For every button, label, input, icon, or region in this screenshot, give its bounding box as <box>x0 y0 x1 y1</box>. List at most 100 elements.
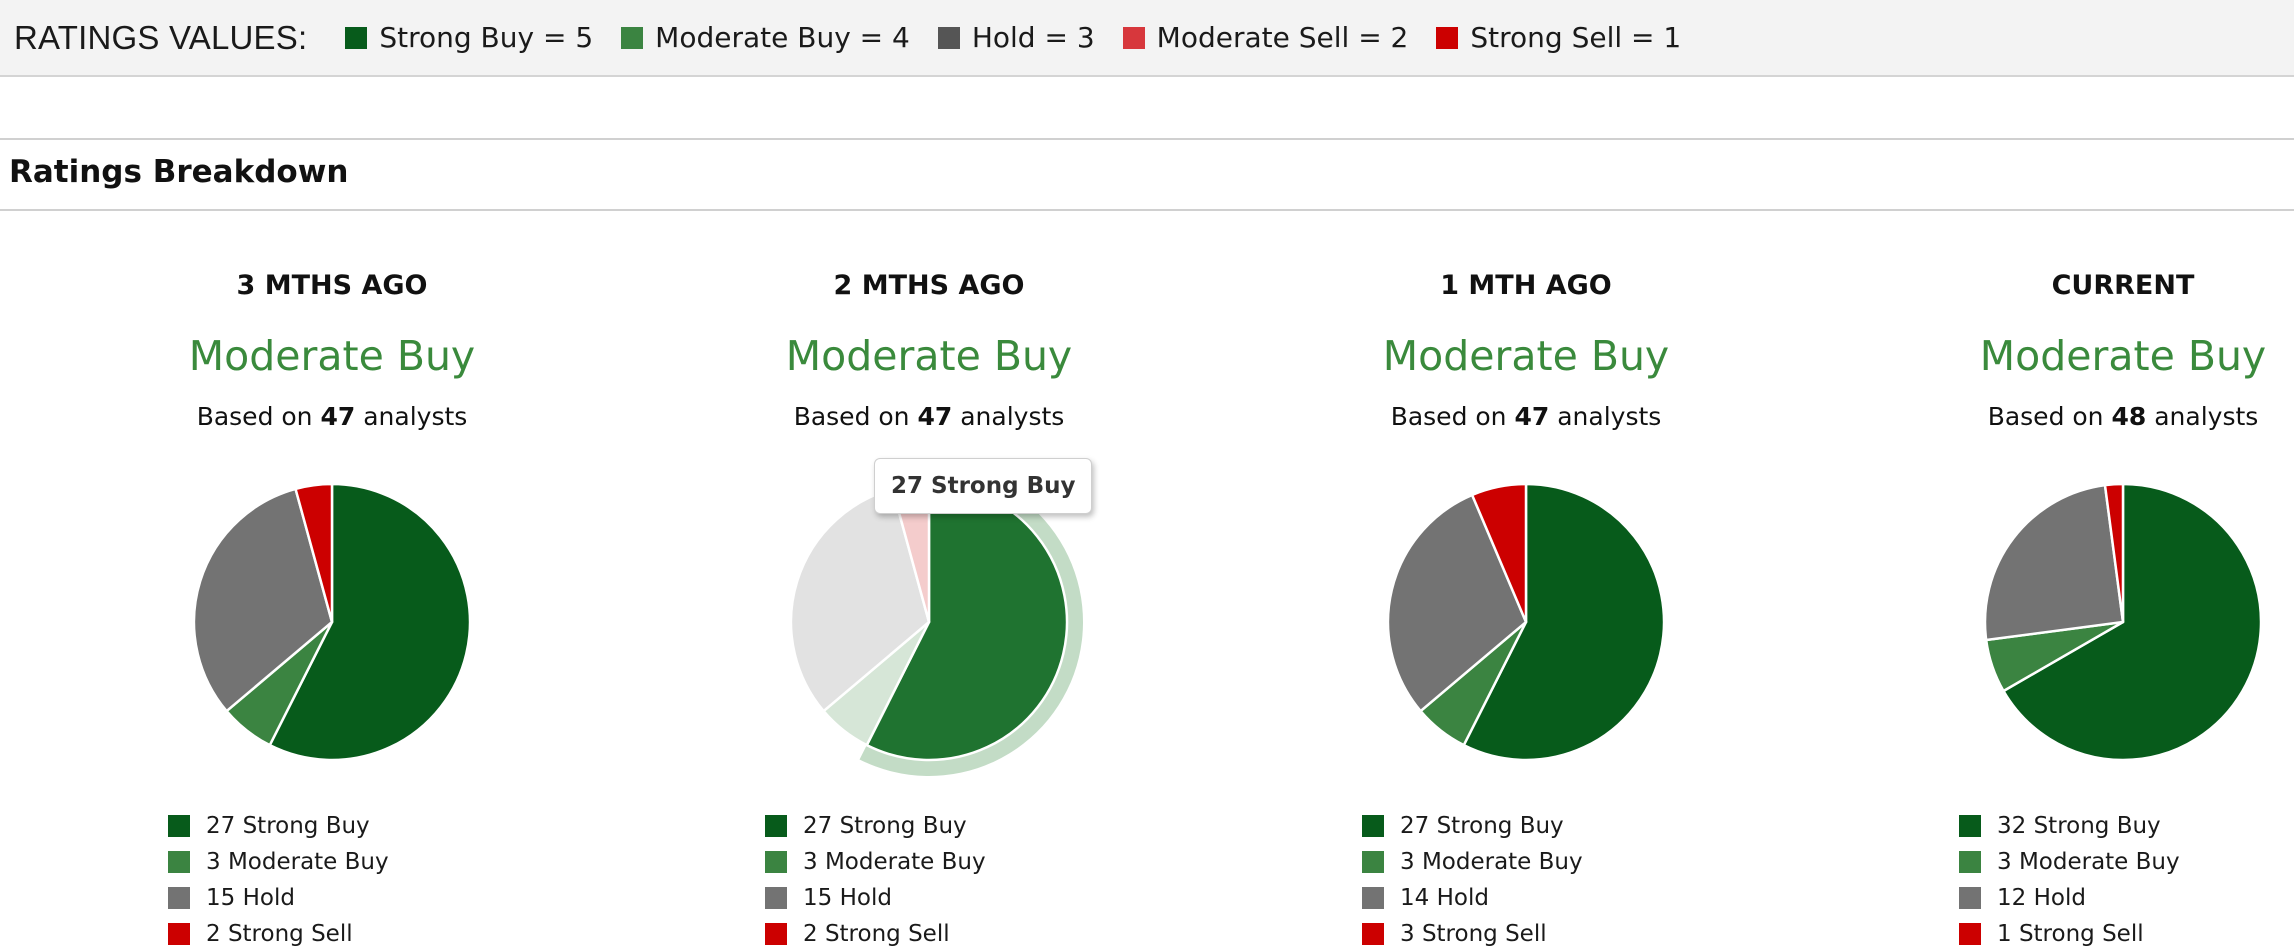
pie-chart <box>1386 482 1666 762</box>
legend-item-strong-buy[interactable]: 27 Strong Buy <box>168 808 592 844</box>
legend-label: 27 Strong Buy <box>1400 813 1564 839</box>
key-strong-sell: Strong Sell = 1 <box>1436 21 1681 54</box>
legend-item-strong-sell[interactable]: 1 Strong Sell <box>1959 916 2294 952</box>
pie-chart <box>192 482 472 762</box>
legend-item-hold[interactable]: 14 Hold <box>1362 880 1786 916</box>
pie-slice-hold[interactable] <box>789 487 931 713</box>
pie-legend: 27 Strong Buy 3 Moderate Buy 14 Hold 3 S… <box>1362 808 1786 952</box>
key-swatch <box>621 26 644 49</box>
pie-container <box>1266 462 1786 782</box>
legend-label: 3 Moderate Buy <box>1400 849 1583 875</box>
pie-chart <box>1983 482 2263 762</box>
legend-label: 12 Hold <box>1997 885 2086 911</box>
analyst-count: 47 <box>1514 402 1550 431</box>
pie-slice-hold[interactable] <box>192 487 334 713</box>
panel-1-month-ago: 1 MTH AGO Moderate Buy Based on 47 analy… <box>1266 270 1786 952</box>
panel-3-months-ago: 3 MTHS AGO Moderate Buy Based on 47 anal… <box>72 270 592 952</box>
legend-label: 2 Strong Sell <box>803 921 950 947</box>
based-suffix: analysts <box>1557 402 1662 431</box>
based-prefix: Based on <box>1987 402 2104 431</box>
legend-swatch <box>168 923 190 945</box>
panel-title: CURRENT <box>2051 270 2195 301</box>
pie-slice-strong-sell[interactable] <box>1470 482 1528 624</box>
key-hold: Hold = 3 <box>937 21 1095 54</box>
section-title: Ratings Breakdown <box>9 154 349 190</box>
legend-label: 27 Strong Buy <box>803 813 967 839</box>
key-label: Strong Sell = 1 <box>1470 21 1682 54</box>
based-prefix: Based on <box>196 402 313 431</box>
legend-swatch <box>765 851 787 873</box>
key-label: Moderate Sell = 2 <box>1156 21 1409 54</box>
ratings-values-title: RATINGS VALUES: <box>14 18 308 56</box>
legend-swatch <box>1959 887 1981 909</box>
legend-label: 27 Strong Buy <box>206 813 370 839</box>
legend-item-hold[interactable]: 12 Hold <box>1959 880 2294 916</box>
legend-item-strong-buy[interactable]: 32 Strong Buy <box>1959 808 2294 844</box>
panel-current: CURRENT Moderate Buy Based on 48 analyst… <box>1863 270 2294 952</box>
pie-slice-hold[interactable] <box>1983 483 2125 642</box>
legend-item-hold[interactable]: 15 Hold <box>765 880 1189 916</box>
legend-swatch <box>1959 923 1981 945</box>
pie-container <box>1863 462 2294 782</box>
pie-slice-hold[interactable] <box>1386 493 1528 713</box>
legend-swatch <box>765 887 787 909</box>
key-strong-buy: Strong Buy = 5 <box>345 21 593 54</box>
legend-item-strong-sell[interactable]: 2 Strong Sell <box>765 916 1189 952</box>
pie-slice-strong-buy[interactable] <box>2002 482 2263 762</box>
analyst-count-text: Based on 47 analysts <box>669 402 1189 436</box>
analyst-count-text: Based on 48 analysts <box>1863 402 2294 436</box>
legend-item-moderate-buy[interactable]: 3 Moderate Buy <box>1362 844 1786 880</box>
consensus-rating: Moderate Buy <box>1382 332 1670 380</box>
pie-slice-strong-buy[interactable] <box>1462 482 1666 762</box>
pie-container: 27 Strong Buy <box>669 458 1189 782</box>
legend-label: 1 Strong Sell <box>1997 921 2144 947</box>
panel-2-months-ago: 2 MTHS AGO Moderate Buy Based on 47 anal… <box>669 270 1189 952</box>
based-prefix: Based on <box>1390 402 1507 431</box>
key-moderate-buy: Moderate Buy = 4 <box>621 21 910 54</box>
legend-item-strong-sell[interactable]: 3 Strong Sell <box>1362 916 1786 952</box>
analyst-count-text: Based on 47 analysts <box>72 402 592 436</box>
legend-item-strong-buy[interactable]: 27 Strong Buy <box>765 808 1189 844</box>
analyst-count-text: Based on 47 analysts <box>1266 402 1786 436</box>
legend-item-strong-buy[interactable]: 27 Strong Buy <box>1362 808 1786 844</box>
chart-tooltip: 27 Strong Buy <box>874 458 1093 514</box>
pie-container <box>72 462 592 782</box>
legend-label: 2 Strong Sell <box>206 921 353 947</box>
legend-label: 3 Strong Sell <box>1400 921 1547 947</box>
key-label: Moderate Buy = 4 <box>655 21 910 54</box>
key-swatch <box>937 26 960 49</box>
based-suffix: analysts <box>363 402 468 431</box>
legend-item-moderate-buy[interactable]: 3 Moderate Buy <box>1959 844 2294 880</box>
key-label: Hold = 3 <box>971 21 1095 54</box>
pie-chart <box>789 468 1083 776</box>
legend-swatch <box>765 815 787 837</box>
pie-legend: 27 Strong Buy 3 Moderate Buy 15 Hold 2 S… <box>765 808 1189 952</box>
pie-legend: 27 Strong Buy 3 Moderate Buy 15 Hold 2 S… <box>168 808 592 952</box>
legend-label: 32 Strong Buy <box>1997 813 2161 839</box>
legend-swatch <box>168 851 190 873</box>
analyst-count: 47 <box>917 402 953 431</box>
panel-title: 2 MTHS AGO <box>833 270 1025 301</box>
legend-label: 15 Hold <box>803 885 892 911</box>
pie-slice-strong-sell[interactable] <box>2103 482 2125 624</box>
analyst-count: 48 <box>2111 402 2147 431</box>
legend-swatch <box>1362 887 1384 909</box>
pie-legend: 32 Strong Buy 3 Moderate Buy 12 Hold 1 S… <box>1959 808 2294 952</box>
analyst-count: 47 <box>320 402 356 431</box>
legend-swatch <box>168 815 190 837</box>
legend-item-moderate-buy[interactable]: 3 Moderate Buy <box>168 844 592 880</box>
divider <box>0 138 2294 140</box>
pie-slice-strong-buy[interactable] <box>268 482 472 762</box>
legend-item-strong-sell[interactable]: 2 Strong Sell <box>168 916 592 952</box>
legend-swatch <box>765 923 787 945</box>
consensus-rating: Moderate Buy <box>188 332 476 380</box>
legend-swatch <box>1959 815 1981 837</box>
legend-item-hold[interactable]: 15 Hold <box>168 880 592 916</box>
legend-swatch <box>1959 851 1981 873</box>
pie-slice-strong-sell[interactable] <box>294 482 334 624</box>
key-swatch <box>345 26 368 49</box>
based-suffix: analysts <box>2154 402 2259 431</box>
panel-title: 1 MTH AGO <box>1440 270 1612 301</box>
legend-item-moderate-buy[interactable]: 3 Moderate Buy <box>765 844 1189 880</box>
based-prefix: Based on <box>793 402 910 431</box>
